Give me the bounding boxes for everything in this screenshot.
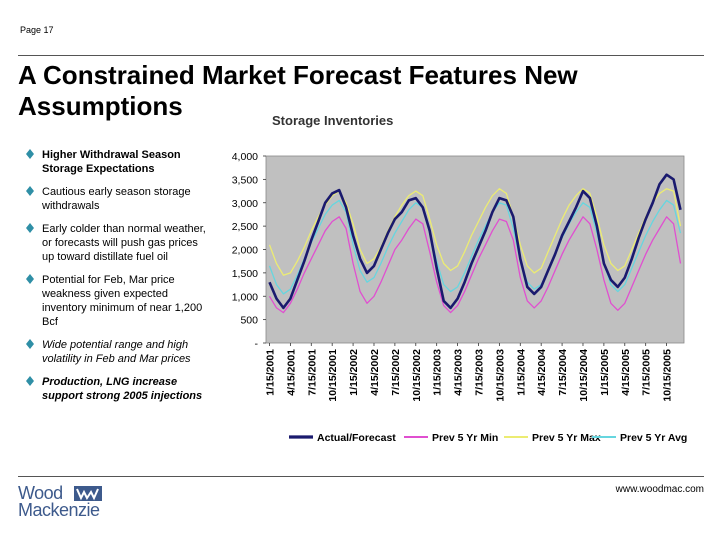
x-tick-label: 10/15/2003 — [494, 349, 506, 402]
legend-label: Prev 5 Yr Avg — [620, 432, 687, 444]
bullet-item: Cautious early season storage withdrawal… — [26, 185, 211, 213]
diamond-bullet-icon — [26, 376, 34, 386]
chart-title: Storage Inventories — [272, 113, 394, 128]
series-line-prev-5-yr-avg — [268, 199, 682, 295]
x-tick-label: 10/15/2002 — [411, 349, 423, 402]
footer-url: www.woodmac.com — [615, 484, 704, 495]
x-tick-label: 1/15/2004 — [515, 349, 527, 396]
y-tick-label: 1,000 — [232, 291, 258, 303]
chart-svg: - 500 1,000 1,500 2,000 2,500 3,000 3,500 4,000 1… — [232, 151, 688, 444]
logo-text-mackenzie: Mackenzie — [18, 500, 100, 520]
bullet-text: Potential for Feb, Mar price weakness gi… — [42, 274, 203, 328]
x-tick-label: 4/15/2003 — [453, 349, 465, 396]
series-line-actual-forecast — [268, 173, 682, 310]
y-tick-label: - — [255, 338, 259, 350]
bullet-list: Higher Withdrawal Season Storage Expecta… — [26, 148, 211, 412]
diamond-bullet-icon — [26, 339, 34, 349]
diamond-bullet-icon — [26, 274, 34, 284]
bullet-text: Early colder than normal weather, or for… — [42, 223, 206, 263]
bullet-item: Wide potential range and high volatility… — [26, 338, 211, 366]
x-tick-label: 1/15/2003 — [432, 349, 444, 396]
page-number: Page 17 — [20, 25, 54, 35]
bullet-item: Early colder than normal weather, or for… — [26, 222, 211, 264]
diamond-bullet-icon — [26, 223, 34, 233]
y-tick-label: 3,500 — [232, 174, 258, 186]
series-line-prev-5-yr-min — [268, 216, 682, 314]
diamond-bullet-icon — [26, 186, 34, 196]
slide-title: A Constrained Market Forecast Features N… — [18, 60, 578, 121]
x-tick-label: 4/15/2004 — [536, 349, 548, 396]
x-tick-label: 4/15/2002 — [369, 349, 381, 396]
x-tick-label: 7/15/2003 — [473, 349, 485, 396]
bullet-text: Higher Withdrawal Season Storage Expecta… — [42, 149, 181, 175]
x-tick-label: 4/15/2001 — [285, 349, 297, 396]
legend-label: Actual/Forecast — [317, 432, 396, 444]
diamond-bullet-icon — [26, 149, 34, 159]
footer-divider — [18, 476, 704, 477]
header-divider — [18, 55, 704, 56]
bullet-item: Higher Withdrawal Season Storage Expecta… — [26, 148, 211, 176]
bullet-text: Cautious early season storage withdrawal… — [42, 186, 191, 212]
x-tick-label: 10/15/2004 — [578, 349, 590, 402]
bullet-item: Potential for Feb, Mar price weakness gi… — [26, 273, 211, 329]
x-tick-label: 10/15/2001 — [327, 349, 339, 402]
storage-chart: - 500 1,000 1,500 2,000 2,500 3,000 3,500 4,000 1… — [214, 141, 706, 458]
bullet-text: Production, LNG increase support strong … — [42, 376, 203, 402]
y-tick-label: 2,500 — [232, 221, 258, 233]
company-logo: Wood Mackenzie — [16, 483, 116, 523]
x-tick-label: 1/15/2005 — [599, 349, 611, 396]
bullet-text: Wide potential range and high volatility… — [42, 339, 191, 365]
x-tick-label: 10/15/2005 — [662, 349, 674, 402]
legend-label: Prev 5 Yr Max — [532, 432, 601, 444]
x-tick-label: 7/15/2005 — [641, 349, 653, 396]
y-tick-label: 500 — [240, 315, 258, 327]
x-tick-label: 7/15/2002 — [390, 349, 402, 396]
y-tick-label: 2,000 — [232, 245, 258, 257]
y-tick-label: 3,000 — [232, 198, 258, 210]
bullet-item: Production, LNG increase support strong … — [26, 375, 211, 403]
x-tick-label: 4/15/2005 — [620, 349, 632, 396]
x-tick-label: 7/15/2001 — [306, 349, 318, 396]
legend-label: Prev 5 Yr Min — [432, 432, 498, 444]
y-tick-label: 1,500 — [232, 268, 258, 280]
x-tick-label: 1/15/2002 — [348, 349, 360, 396]
x-tick-label: 7/15/2004 — [557, 349, 569, 396]
y-tick-label: 4,000 — [232, 151, 258, 163]
x-tick-label: 1/15/2001 — [264, 349, 276, 396]
logo-mark-icon — [74, 486, 102, 501]
logo-text-wood: Wood — [18, 483, 63, 503]
